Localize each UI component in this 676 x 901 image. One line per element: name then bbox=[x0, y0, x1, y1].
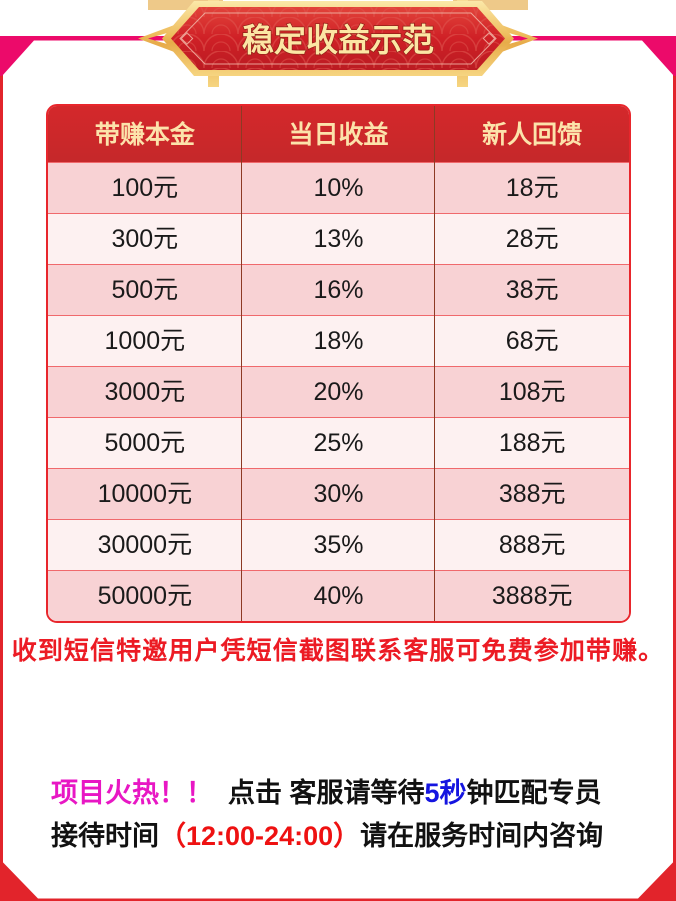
svg-text:稳定收益示范: 稳定收益示范 bbox=[242, 22, 434, 58]
